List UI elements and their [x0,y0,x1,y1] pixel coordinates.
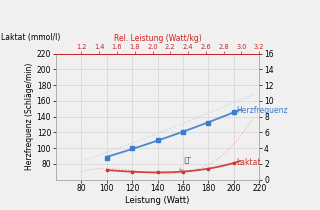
Y-axis label: Herzfrequenz (Schläge/min): Herzfrequenz (Schläge/min) [25,63,34,170]
Text: Laktat: Laktat [236,158,261,167]
X-axis label: Leistung (Watt): Leistung (Watt) [125,196,190,205]
Text: LT: LT [180,157,191,171]
Text: Herzfrequenz: Herzfrequenz [236,106,288,115]
Text: Laktat (mmol/l): Laktat (mmol/l) [1,33,60,42]
X-axis label: Rel. Leistung (Watt/kg): Rel. Leistung (Watt/kg) [114,34,202,43]
